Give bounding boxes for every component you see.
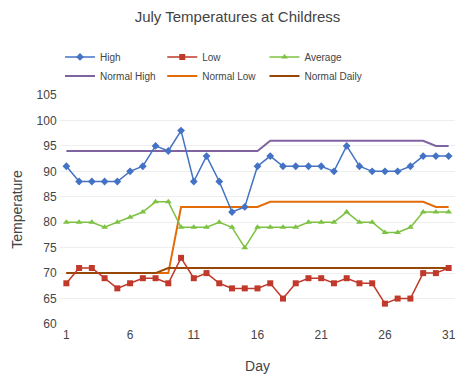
svg-text:60: 60 <box>43 317 57 331</box>
svg-text:Low: Low <box>202 52 221 63</box>
svg-text:Temperature: Temperature <box>9 170 25 249</box>
svg-text:July Temperatures at Childress: July Temperatures at Childress <box>135 8 341 25</box>
svg-text:Average: Average <box>304 52 342 63</box>
svg-text:31: 31 <box>442 328 456 342</box>
svg-text:Normal Daily: Normal Daily <box>304 71 361 82</box>
svg-text:11: 11 <box>188 328 201 342</box>
svg-text:Normal High: Normal High <box>100 71 156 82</box>
svg-text:80: 80 <box>43 215 57 229</box>
svg-text:65: 65 <box>43 292 57 306</box>
svg-text:21: 21 <box>315 328 329 342</box>
svg-text:100: 100 <box>37 114 57 128</box>
svg-text:High: High <box>100 52 121 63</box>
svg-text:105: 105 <box>37 88 57 102</box>
svg-text:70: 70 <box>43 266 57 280</box>
svg-text:95: 95 <box>43 139 57 153</box>
svg-text:75: 75 <box>43 241 57 255</box>
svg-text:Normal Low: Normal Low <box>202 71 256 82</box>
svg-text:85: 85 <box>43 190 57 204</box>
svg-text:26: 26 <box>378 328 392 342</box>
svg-text:1: 1 <box>63 328 70 342</box>
svg-text:6: 6 <box>127 328 134 342</box>
svg-text:Day: Day <box>245 358 270 374</box>
svg-text:16: 16 <box>251 328 265 342</box>
svg-text:90: 90 <box>43 165 57 179</box>
